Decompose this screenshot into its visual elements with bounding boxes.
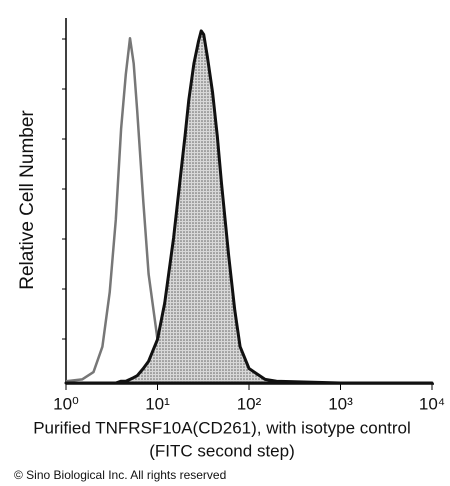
footer: © Sino Biological Inc. All rights reserv… [14,468,226,482]
y-axis-label: Relative Cell Number [17,110,38,290]
x-axis-label: (FITC second step) [149,441,295,460]
y-minor-ticks [62,38,66,340]
filled-histogram [64,29,434,385]
x-axis-label: Purified TNFRSF10A(CD261), with isotype … [33,418,411,437]
x-tick-label: 10¹ [145,394,170,413]
x-tick-label: 10² [237,394,262,413]
x-tick-label: 10³ [328,394,353,413]
x-tick-label: 10⁴ [419,394,445,413]
x-tick-label: 10⁰ [53,394,79,413]
outline-histogram [65,36,432,385]
